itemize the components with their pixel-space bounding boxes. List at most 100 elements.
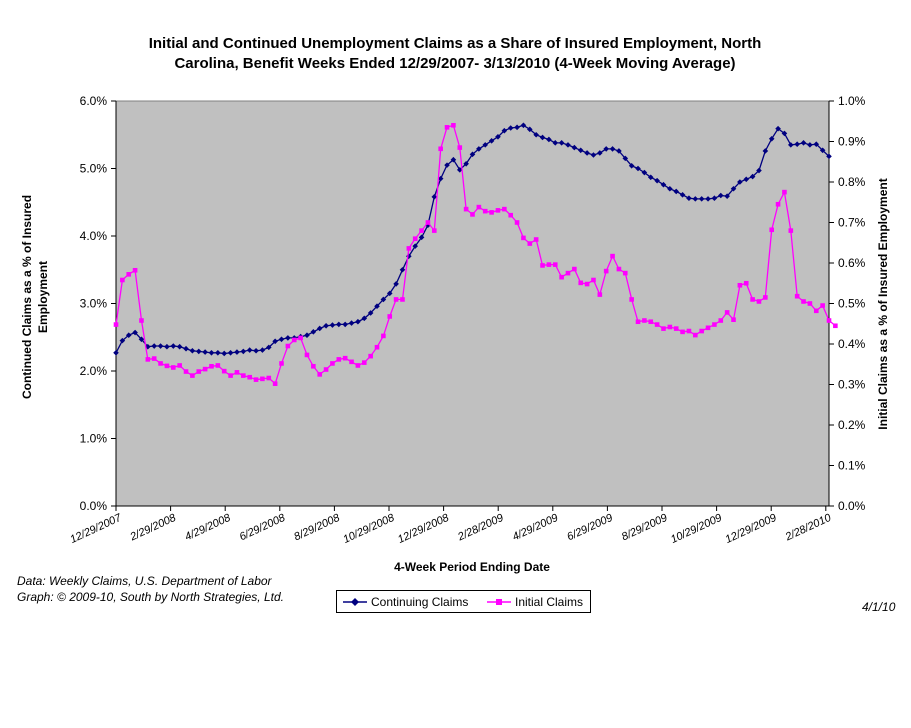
initial-claims-point [349,359,354,365]
continuing-claims-point [164,343,170,350]
continuing-claims-point [705,196,711,202]
continuing-claims-point [393,281,399,287]
initial-claims-point [807,301,813,306]
legend-continuing-marker [351,598,359,606]
initial-claims-point [330,361,335,366]
initial-claims-point [336,357,342,362]
initial-claims-point [260,376,265,382]
initial-claims-point [196,369,202,374]
x-tick-label: 12/29/2008 [396,511,452,546]
continuing-claims-point [138,336,145,343]
continuing-claims-point [412,243,419,249]
initial-claims-point [578,280,584,286]
continuing-claims-point [119,337,126,344]
x-tick-label: 6/29/2009 [565,512,614,544]
continuing-claims-point [673,188,680,195]
initial-claims-point [266,375,272,381]
continuing-claims-point [514,124,520,131]
right-axis-ticks: 0.0% 0.1% 0.2% 0.3% 0.4% 0.5% 0.6% 0.7% 0.8% 0.9%… [828,94,866,513]
right-axis-label: Initial Claims as a % of Insured Employm… [876,178,890,429]
initial-claims-point [361,360,367,365]
initial-claims-point [794,293,800,299]
initial-claims-point [139,318,144,323]
initial-claims-point [132,267,138,273]
initial-claims-point [387,314,393,319]
continuing-claims-point [304,332,310,339]
initial-claims-point [234,370,240,375]
initial-claims-point [253,377,259,382]
initial-claims-point [151,356,157,361]
continuing-claims-point [826,153,832,160]
continuing-claims-point [762,148,769,154]
continuing-claims-point [189,347,196,354]
initial-claims-point [642,318,647,323]
initial-claims-point [120,277,125,283]
continuing-claims-point [183,345,189,352]
continuing-claims-point [660,181,667,188]
initial-claims-point [756,299,762,304]
initial-claims-point [393,297,399,302]
initial-claims-point [572,266,577,272]
x-tick-label: 8/29/2009 [620,512,669,544]
continuing-claims-point [756,167,762,174]
continuing-claims-point [577,147,584,154]
left-tick-label: 5.0% [80,162,108,176]
initial-claims-point [228,373,233,378]
continuing-claims-point [730,185,737,192]
continuing-claims-point [227,349,234,356]
continuing-claims-point [463,160,469,167]
initial-claims-point [272,381,278,386]
legend-initial-marker [496,599,502,605]
right-tick-label: 1.0% [838,94,866,108]
continuing-claims-point [711,195,718,201]
continuing-claims-point [450,156,457,163]
initial-claims-point [527,241,533,246]
continuing-claims-point [406,253,412,260]
initial-claims-point [782,189,787,195]
initial-claims-point [654,322,660,327]
continuing-claims-point [597,150,603,156]
initial-claims-point [508,212,513,218]
continuing-claims-point [125,332,132,339]
initial-claims-point [502,206,507,212]
initial-claims-point [610,253,615,259]
initial-claims-point [368,353,373,359]
continuing-claims-point [208,349,215,356]
initial-claims-point [158,361,163,366]
initial-claims-point [635,319,641,325]
continuing-claims-point [679,192,686,198]
continuing-claims-point [361,315,368,322]
initial-claims-point [546,262,552,267]
continuing-claims-point [788,142,794,148]
date-note: 4/1/10 [862,600,896,614]
x-tick-label: 4/29/2009 [511,512,560,544]
initial-claims-point [629,297,634,302]
continuing-claims-point [571,144,578,151]
continuing-claims-point [132,329,138,336]
continuing-claims-point [628,163,635,169]
left-axis-ticks: 0.0% 1.0% 2.0% 3.0% 4.0% 5.0% 6.0% [80,94,117,513]
initial-claims-point [775,201,781,207]
x-tick-label: 10/29/2008 [341,511,397,546]
continuing-claims-point [495,133,501,140]
continuing-claims-point [552,140,559,146]
right-tick-label: 0.0% [838,499,866,513]
initial-claims-point [673,326,679,331]
initial-claims-point [591,277,596,283]
initial-claims-point [801,299,806,304]
initial-claims-point [317,372,323,377]
continuing-claims-point [698,196,705,202]
initial-claims-point [164,363,170,369]
initial-claims-point [743,280,749,286]
left-tick-label: 1.0% [80,432,108,446]
continuing-claims-point [253,347,259,354]
initial-claims-point [712,322,717,327]
continuing-claims-point [507,125,514,131]
continuing-claims-point [749,173,756,180]
x-tick-label: 8/29/2008 [292,511,342,543]
continuing-claims-point [425,222,431,228]
continuing-claims-point [176,343,183,350]
initial-claims-point [451,123,456,128]
continuing-claims-point [800,140,807,146]
continuing-claims-point [386,290,393,297]
